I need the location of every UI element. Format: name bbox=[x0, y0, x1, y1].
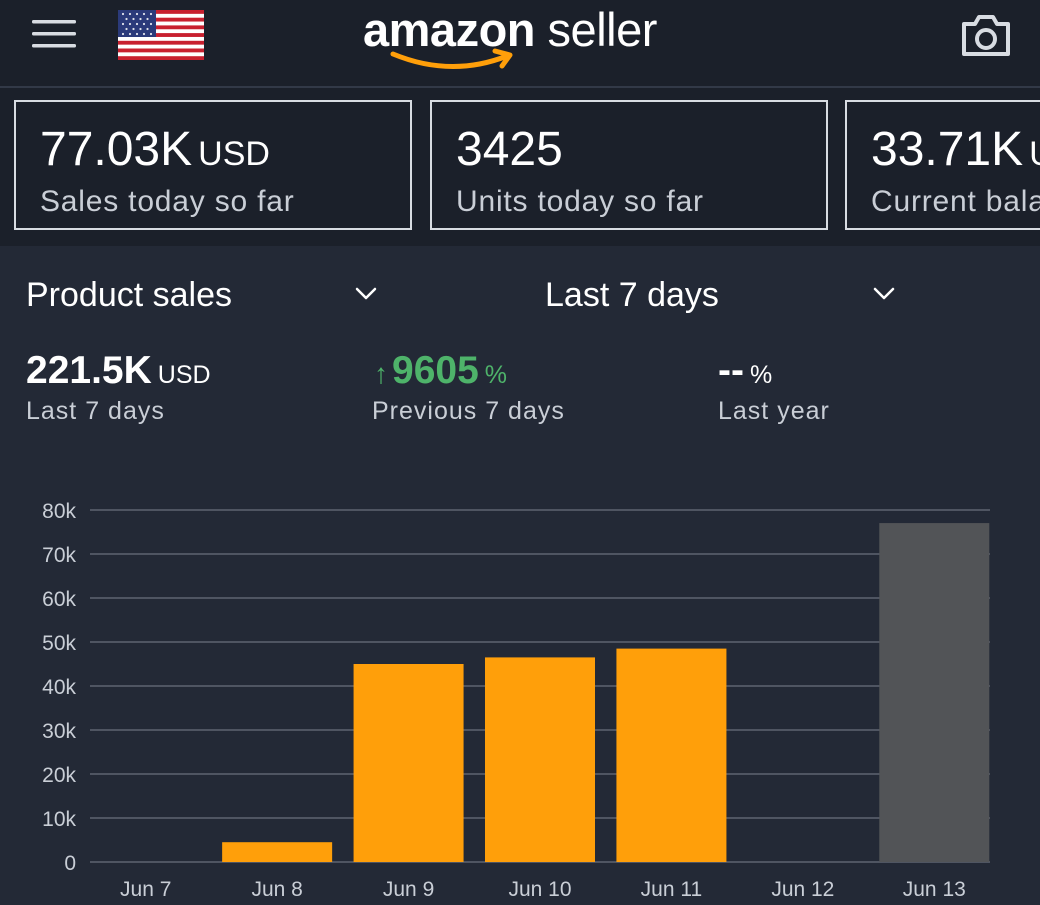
period-selector[interactable]: Last 7 days bbox=[545, 276, 719, 314]
y-tick-label: 40k bbox=[42, 676, 76, 699]
units-today-card[interactable]: 3425 Units today so far bbox=[430, 100, 828, 230]
logo-amazon: amazon bbox=[363, 3, 536, 56]
metric-number: -- bbox=[718, 349, 744, 392]
bar-chart-svg: 0 10k 20k 30k 40k 50k 60k 70k 80k Jun 7 Jun 8 Jun 9… bbox=[42, 500, 990, 901]
y-tick-label: 0 bbox=[64, 852, 76, 875]
y-tick-label: 30k bbox=[42, 720, 76, 743]
y-tick-label: 70k bbox=[42, 544, 76, 567]
x-tick-label: Jun 11 bbox=[641, 878, 703, 900]
card-value: 3425 bbox=[456, 122, 569, 182]
metric-unit: USD bbox=[157, 361, 211, 389]
card-value: 77.03K USD bbox=[40, 122, 270, 182]
x-tick-label: Jun 8 bbox=[251, 878, 302, 900]
logo-seller: seller bbox=[535, 3, 658, 56]
bar-jun-10[interactable] bbox=[485, 657, 595, 862]
card-number: 3425 bbox=[456, 123, 563, 176]
metric-unit: % bbox=[484, 361, 507, 389]
camera-icon[interactable] bbox=[958, 10, 1014, 60]
y-tick-label: 60k bbox=[42, 588, 76, 611]
logo-text: amazon seller bbox=[363, 2, 657, 58]
previous-change-label: Previous 7 days bbox=[372, 397, 565, 425]
x-tick-label: Jun 7 bbox=[120, 878, 171, 900]
total-sales-label: Last 7 days bbox=[26, 397, 165, 425]
bar-jun-9[interactable] bbox=[353, 664, 464, 862]
card-label: Sales today so far bbox=[40, 185, 295, 218]
metric-number: 9605 bbox=[392, 349, 479, 392]
metric-selector[interactable]: Product sales bbox=[26, 276, 232, 314]
metric-unit: % bbox=[749, 361, 773, 389]
sales-bar-chart: 0 10k 20k 30k 40k 50k 60k 70k 80k Jun 7 Jun 8 Jun 9… bbox=[0, 480, 1040, 901]
card-label: Units today so far bbox=[456, 185, 704, 218]
us-flag-icon[interactable] bbox=[118, 10, 204, 60]
x-tick-label: Jun 9 bbox=[383, 878, 434, 900]
x-tick-label: Jun 13 bbox=[903, 878, 966, 900]
previous-change-value: ↑ 9605% bbox=[374, 348, 507, 398]
card-value: 33.71K USD bbox=[871, 122, 1040, 182]
hamburger-menu-icon[interactable] bbox=[30, 16, 78, 52]
sales-today-card[interactable]: 77.03K USD Sales today so far bbox=[14, 100, 412, 230]
card-unit: USD bbox=[1029, 135, 1040, 173]
y-tick-label: 50k bbox=[42, 632, 76, 655]
last-year-value: --% bbox=[718, 348, 772, 398]
current-balance-card[interactable]: 33.71K USD Current balance bbox=[845, 100, 1040, 230]
card-number: 33.71K bbox=[871, 123, 1024, 176]
card-number: 77.03K bbox=[40, 123, 193, 176]
total-sales-value: 221.5K USD bbox=[26, 348, 211, 398]
chevron-down-icon[interactable] bbox=[872, 282, 896, 306]
card-label: Current balance bbox=[871, 185, 1040, 218]
last-year-label: Last year bbox=[718, 397, 830, 425]
summary-cards: 77.03K USD Sales today so far 3425 Units … bbox=[0, 88, 1040, 246]
x-tick-label: Jun 10 bbox=[508, 878, 571, 900]
bar-jun-8[interactable] bbox=[222, 842, 333, 862]
amazon-seller-logo: amazon seller bbox=[363, 2, 683, 82]
y-tick-label: 10k bbox=[42, 808, 76, 831]
chevron-down-icon[interactable] bbox=[354, 282, 378, 306]
y-tick-label: 80k bbox=[42, 500, 76, 523]
amazon-smile-icon bbox=[390, 48, 513, 69]
bar-jun-13[interactable] bbox=[879, 523, 990, 862]
x-tick-label: Jun 12 bbox=[771, 878, 834, 900]
card-unit: USD bbox=[198, 135, 270, 173]
top-bar: amazon seller bbox=[0, 0, 1040, 88]
y-tick-label: 20k bbox=[42, 764, 76, 787]
bar-jun-11[interactable] bbox=[616, 648, 727, 862]
metric-number: 221.5K bbox=[26, 349, 152, 392]
arrow-up-icon: ↑ bbox=[374, 358, 388, 389]
